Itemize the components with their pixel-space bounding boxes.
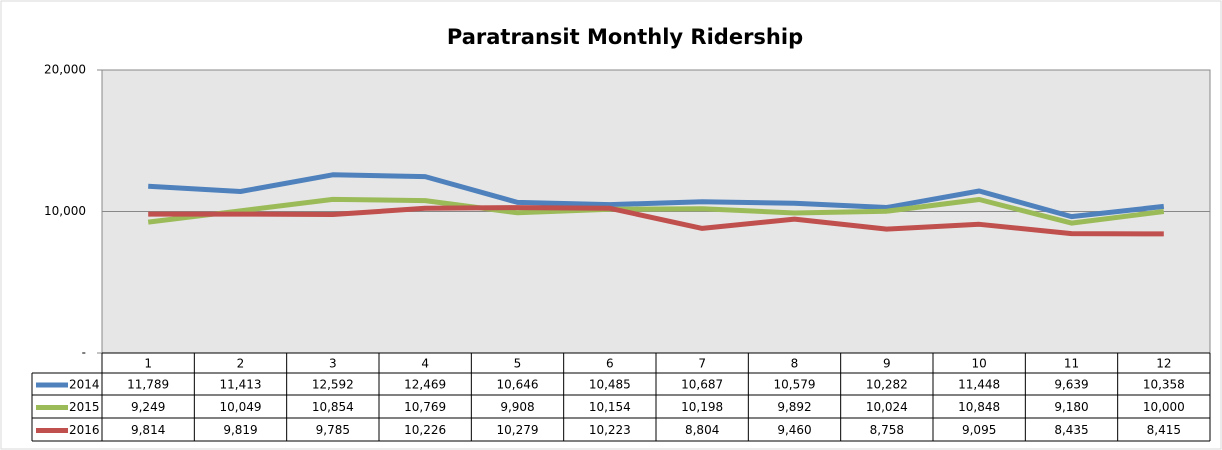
table-value: 10,848	[958, 400, 1000, 414]
table-value: 10,000	[1143, 400, 1185, 414]
table-value: 10,282	[866, 378, 908, 392]
x-tick-label: 1	[144, 357, 152, 371]
table-value: 12,592	[312, 378, 354, 392]
table-value: 9,785	[316, 423, 350, 437]
table-value: 9,814	[131, 423, 165, 437]
table-value: 11,789	[127, 378, 169, 392]
table-value: 10,646	[497, 378, 539, 392]
x-tick-label: 8	[791, 357, 799, 371]
series-line	[148, 205, 1164, 237]
y-tick-label: 10,000	[44, 204, 86, 218]
table-value: 10,485	[589, 378, 631, 392]
table-value: 9,180	[1054, 400, 1088, 414]
table-value: 10,223	[589, 423, 631, 437]
table-value: 10,854	[312, 400, 354, 414]
x-tick-label: 4	[421, 357, 429, 371]
table-value: 10,049	[220, 400, 262, 414]
x-tick-label: 6	[606, 357, 614, 371]
x-tick-label: 2	[237, 357, 245, 371]
table-value: 10,279	[497, 423, 539, 437]
legend-label: 2015	[69, 400, 100, 414]
table-value: 11,448	[958, 378, 1000, 392]
table-value: 8,804	[685, 423, 719, 437]
table-value: 9,249	[131, 400, 165, 414]
x-tick-label: 7	[698, 357, 706, 371]
table-value: 9,819	[223, 423, 257, 437]
table-value: 8,435	[1054, 423, 1088, 437]
x-tick-label: 5	[514, 357, 522, 371]
legend-label: 2016	[69, 423, 100, 437]
x-tick-label: 11	[1064, 357, 1079, 371]
table-value: 9,639	[1054, 378, 1088, 392]
x-tick-label: 12	[1156, 357, 1171, 371]
table-value: 10,154	[589, 400, 631, 414]
table-value: 10,687	[681, 378, 723, 392]
x-tick-label: 10	[972, 357, 987, 371]
table-value: 10,198	[681, 400, 723, 414]
table-value: 10,358	[1143, 378, 1185, 392]
legend-label: 2014	[69, 378, 100, 392]
table-value: 10,769	[404, 400, 446, 414]
table-value: 8,758	[870, 423, 904, 437]
table-value: 12,469	[404, 378, 446, 392]
series-line	[148, 172, 1165, 220]
x-tick-label: 9	[883, 357, 891, 371]
table-value: 10,579	[774, 378, 816, 392]
table-value: 9,460	[777, 423, 811, 437]
table-value: 10,226	[404, 423, 446, 437]
chart-title: Paratransit Monthly Ridership	[447, 25, 803, 49]
y-tick-label: -	[82, 346, 86, 360]
x-tick-label: 3	[329, 357, 337, 371]
table-value: 10,024	[866, 400, 908, 414]
table-value: 9,892	[777, 400, 811, 414]
table-value: 9,908	[500, 400, 534, 414]
table-value: 8,415	[1147, 423, 1181, 437]
table-value: 9,095	[962, 423, 996, 437]
series-line	[147, 196, 1165, 226]
y-tick-label: 20,000	[44, 63, 86, 77]
table-value: 11,413	[220, 378, 262, 392]
